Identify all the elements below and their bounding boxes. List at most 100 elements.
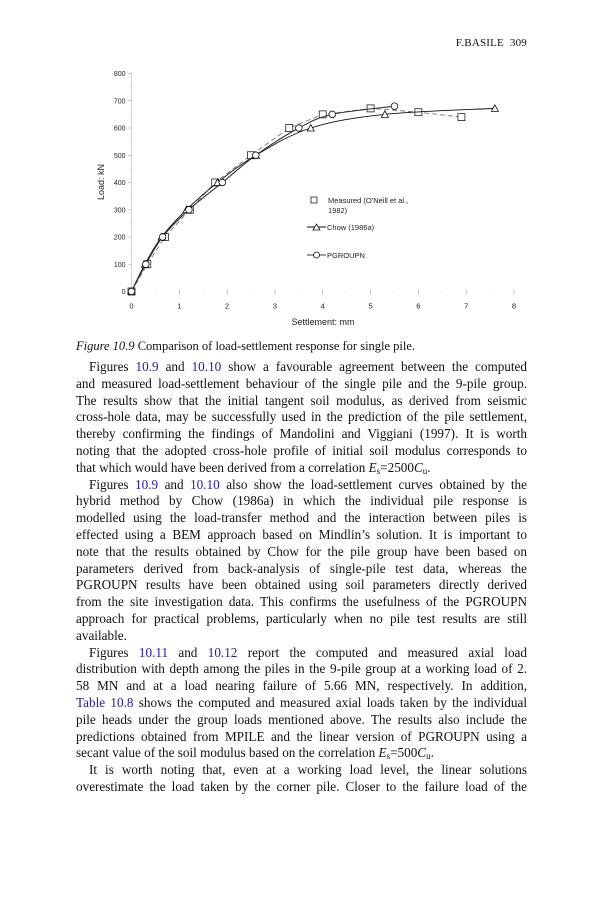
x-tick-label: 3	[273, 302, 277, 311]
text-line: cross-hole data, may be successfully use…	[76, 409, 527, 426]
text-run: E	[378, 745, 387, 761]
text-run: .	[430, 745, 434, 761]
y-tick-label: 300	[114, 207, 126, 214]
running-head: F.BASILE	[455, 37, 504, 49]
text-line: note that the results obtained by Chow f…	[76, 544, 527, 561]
data-point-circle	[390, 102, 399, 110]
text-run: E	[368, 459, 377, 475]
cross-reference-link[interactable]: Table 10.8	[76, 694, 134, 710]
subscript: u	[426, 751, 431, 762]
text-line: 58 MN and at a load nearing failure of 5…	[76, 678, 527, 695]
text-line: overestimate the load taken by the corne…	[76, 779, 527, 796]
text-run: Figures	[89, 476, 136, 492]
text-run: .	[427, 459, 431, 475]
text-run: thereby confirming the findings of Mando…	[76, 426, 527, 442]
text-line: It is worth noting that, even at a worki…	[76, 762, 527, 779]
text-run: secant value of the soil modulus based o…	[76, 745, 379, 761]
cross-reference-link[interactable]: 10.10	[191, 359, 222, 374]
text-line: Figures 10.9 and 10.10 also show the loa…	[76, 477, 527, 494]
legend-measured-year: 1982)	[328, 206, 348, 215]
text-run: noting that the adopted cross-hole profi…	[76, 442, 527, 458]
cross-reference-link[interactable]: 10.10	[190, 476, 220, 492]
cross-reference-link[interactable]: 10.12	[207, 644, 238, 660]
text-line: effected using a BEM approach based on M…	[76, 527, 527, 544]
text-run: Figures	[89, 359, 136, 374]
text-run: and	[158, 476, 191, 492]
text-line: secant value of the soil modulus based o…	[76, 745, 527, 762]
text-run: Figures	[89, 644, 139, 660]
text-line: modelled using the load-transfer method …	[76, 510, 527, 527]
text-run: available.	[76, 627, 127, 643]
text-run: note that the results obtained by Chow f…	[76, 543, 527, 559]
body-text: Figures 10.9 and 10.10 show a favourable…	[76, 359, 527, 796]
text-run: The results show that the initial tangen…	[76, 392, 527, 408]
subscript: s	[376, 465, 381, 476]
y-tick-label: 100	[114, 262, 126, 269]
x-tick-label: 6	[416, 302, 420, 311]
subscript: u	[422, 465, 428, 476]
y-tick-label: 0	[122, 289, 126, 296]
text-run: predictions obtained from MPILE and the …	[76, 728, 527, 744]
x-tick-label: 5	[368, 302, 372, 311]
y-axis-label: Load: kN	[96, 164, 106, 200]
cross-reference-link[interactable]: 10.11	[138, 644, 169, 660]
series-triangle	[127, 104, 500, 295]
legend-chow: Chow (1986a)	[327, 223, 375, 232]
text-run: overestimate the load taken by the corne…	[76, 778, 527, 794]
y-tick-label: 600	[114, 126, 126, 133]
data-point-triangle	[306, 123, 315, 132]
legend-pgroupn: PGROUPN	[327, 251, 365, 260]
x-tick-label: 7	[464, 302, 468, 311]
text-run: distribution with depth among the piles …	[76, 661, 527, 677]
text-run: show a favourable agreement between the …	[221, 359, 528, 374]
text-run: C	[413, 459, 423, 475]
series-circle	[127, 102, 399, 296]
x-tick-label: 4	[321, 302, 325, 311]
text-run: =2500	[380, 459, 414, 475]
text-run: parameters derived from back-analysis of…	[76, 560, 527, 576]
data-point-circle	[127, 287, 136, 296]
series-line	[131, 107, 462, 292]
y-tick-label: 200	[114, 235, 126, 242]
text-line: The results show that the initial tangen…	[76, 393, 527, 410]
x-tick-label: 8	[512, 302, 516, 311]
text-line: Figures 10.9 and 10.10 show a favourable…	[76, 359, 527, 376]
x-tick-label: 2	[225, 302, 229, 311]
text-run: hybrid method by Chow (1986a) in which t…	[76, 493, 527, 509]
data-point-circle	[328, 110, 337, 119]
text-run: pile heads under the group loads mention…	[76, 711, 527, 727]
data-point-circle	[185, 206, 193, 214]
text-line: approach for practical problems, particu…	[76, 611, 527, 628]
legend: Measured (O'Neill et al., 1982) Chow (19…	[307, 196, 408, 260]
running-header: F.BASILE 309	[456, 37, 527, 49]
text-run: modelled using the load-transfer method …	[76, 510, 527, 526]
figure-label: Figure 10.9	[76, 339, 135, 353]
text-line: Figures 10.11 and 10.12 report the compu…	[76, 645, 527, 662]
text-run: report the computed and measured axial l…	[237, 644, 528, 660]
legend-triangle-marker	[312, 223, 321, 231]
text-run: C	[417, 745, 427, 761]
text-line: available.	[76, 628, 527, 645]
text-run: =500	[390, 745, 418, 761]
text-run: approach for practical problems, particu…	[76, 610, 527, 626]
data-point-square	[457, 113, 466, 121]
text-run: effected using a BEM approach based on M…	[76, 526, 527, 542]
series-line	[131, 107, 495, 292]
text-line: thereby confirming the findings of Mando…	[76, 426, 527, 443]
text-run: shows the computed and measured axial lo…	[133, 694, 527, 710]
text-run: PGROUPN results have been obtained using…	[76, 577, 527, 593]
text-line: from the site investigation data. This c…	[76, 594, 527, 611]
text-run: and	[168, 644, 208, 660]
x-tick-label: 0	[129, 302, 133, 311]
y-tick-label: 400	[114, 180, 126, 187]
load-settlement-chart: 0 100 200 300 400 500 600 700 800 0 1 2 3 4 5 6 7 8 Settl…	[96, 71, 516, 327]
legend-measured: Measured (O'Neill et al.,	[328, 196, 408, 205]
data-point-circle	[218, 178, 227, 187]
x-axis-label: Settlement: mm	[291, 317, 354, 327]
page-number: 309	[509, 37, 527, 49]
cross-reference-link[interactable]: 10.9	[135, 476, 159, 492]
cross-reference-link[interactable]: 10.9	[135, 359, 159, 374]
text-line: pile heads under the group loads mention…	[76, 712, 527, 729]
text-line: noting that the adopted cross-hole profi…	[76, 443, 527, 460]
